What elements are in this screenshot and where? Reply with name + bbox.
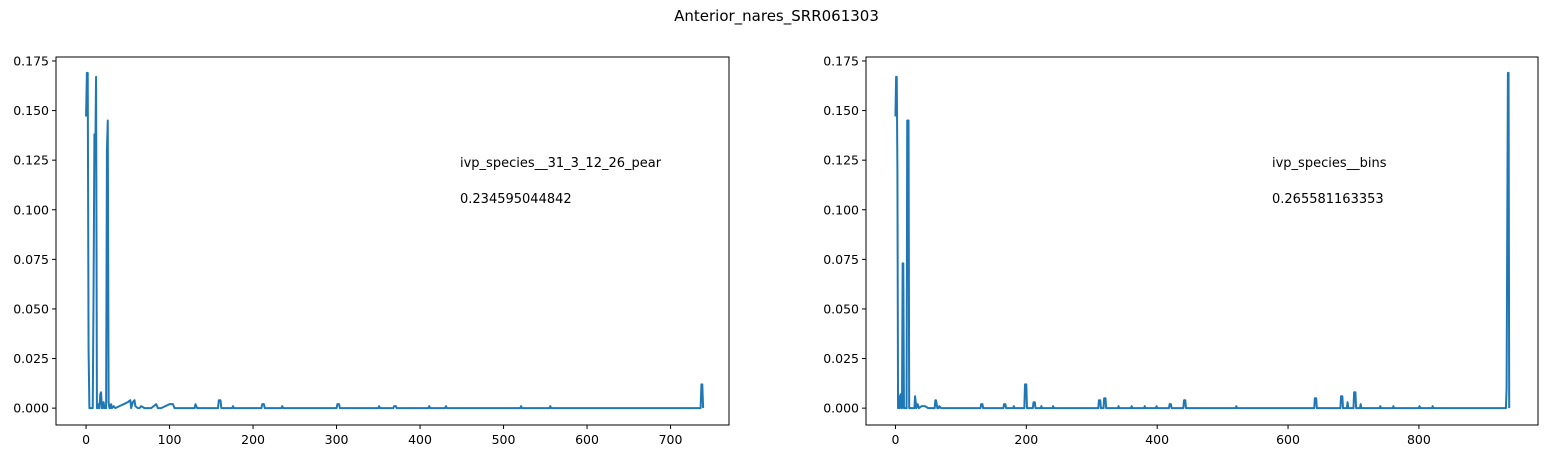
x-tick-label: 700 bbox=[659, 432, 683, 447]
chart-panel-2: 0 200 400 600 800 0.000 0.025 0.050 0.075 0.100 0.… bbox=[823, 53, 1539, 447]
x-tick-label: 400 bbox=[408, 432, 432, 447]
y-tick-label: 0.075 bbox=[13, 252, 49, 267]
x-tick-label: 300 bbox=[325, 432, 349, 447]
annotation-score: 0.234595044842 bbox=[460, 192, 572, 207]
y-tick-label: 0.100 bbox=[13, 202, 49, 217]
x-tick-label: 600 bbox=[575, 432, 599, 447]
x-tick-label: 200 bbox=[241, 432, 265, 447]
x-tick-label: 800 bbox=[1407, 432, 1431, 447]
plot-frame bbox=[865, 56, 1539, 426]
annotation-name: ivp_species__bins bbox=[1272, 156, 1387, 171]
x-tick-label: 400 bbox=[1145, 432, 1169, 447]
y-tick-label: 0.125 bbox=[823, 153, 859, 168]
y-tick-label: 0.175 bbox=[13, 53, 49, 68]
plot-frame bbox=[55, 56, 730, 426]
chart-panel-1: 0 100 200 300 400 500 600 700 0.000 0.025 0.050 0.0… bbox=[13, 53, 730, 447]
x-tick-label: 200 bbox=[1014, 432, 1038, 447]
x-tick-label: 100 bbox=[158, 432, 182, 447]
y-tick-label: 0.100 bbox=[823, 202, 859, 217]
annotation-score: 0.265581163353 bbox=[1272, 192, 1384, 207]
y-tick-label: 0.125 bbox=[13, 153, 49, 168]
y-tick-label: 0.050 bbox=[823, 301, 859, 316]
y-tick-label: 0.150 bbox=[823, 103, 859, 118]
figure-title: Anterior_nares_SRR061303 bbox=[674, 7, 879, 25]
y-tick-label: 0.075 bbox=[823, 252, 859, 267]
y-tick-label: 0.025 bbox=[13, 351, 49, 366]
x-tick-label: 500 bbox=[492, 432, 516, 447]
y-tick-label: 0.000 bbox=[13, 401, 49, 416]
y-tick-label: 0.050 bbox=[13, 301, 49, 316]
annotation-name: ivp_species__31_3_12_26_pear bbox=[460, 156, 662, 171]
y-tick-label: 0.025 bbox=[823, 351, 859, 366]
x-tick-label: 0 bbox=[891, 432, 899, 447]
x-tick-label: 600 bbox=[1276, 432, 1300, 447]
x-tick-label: 0 bbox=[82, 432, 90, 447]
y-tick-label: 0.150 bbox=[13, 103, 49, 118]
y-tick-label: 0.000 bbox=[823, 401, 859, 416]
series-line-1 bbox=[85, 71, 705, 410]
y-tick-label: 0.175 bbox=[823, 53, 859, 68]
series-line-1 bbox=[894, 71, 1511, 410]
